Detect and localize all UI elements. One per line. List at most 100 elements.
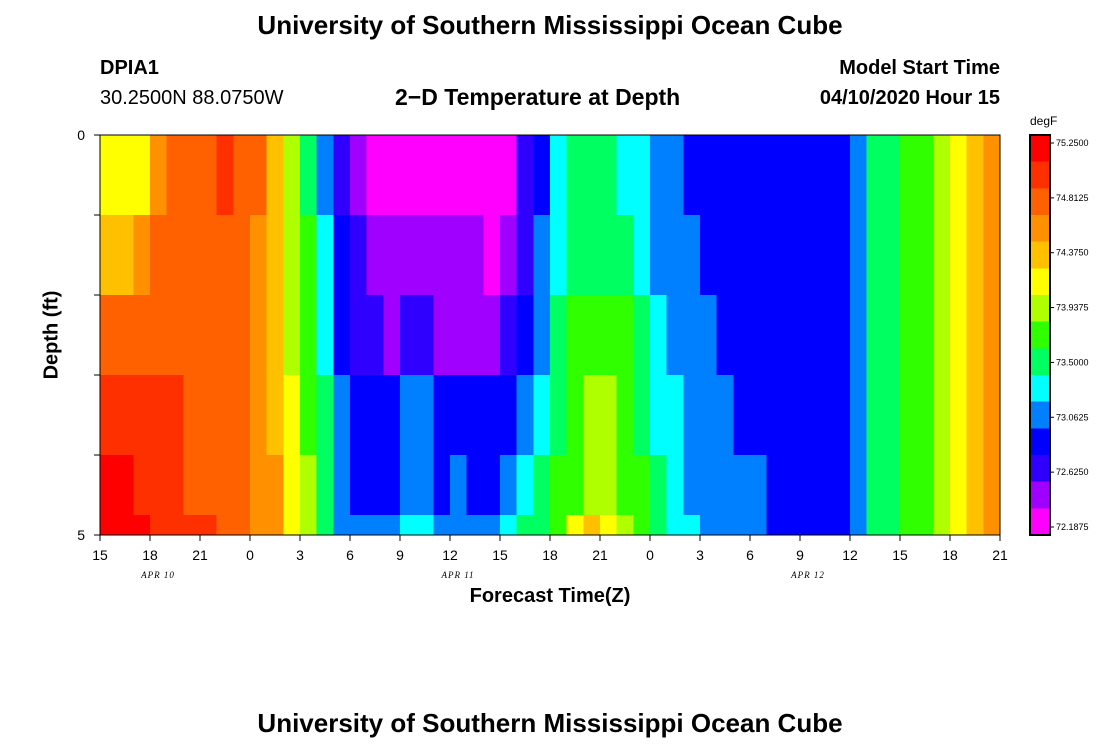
heatmap-cell (166, 135, 184, 216)
heatmap-cell (550, 215, 568, 296)
heatmap-cell (366, 295, 384, 376)
heatmap-cell (266, 515, 284, 536)
heatmap-cell (400, 375, 418, 456)
y-tick-label: 5 (77, 527, 85, 543)
heatmap-cell (750, 455, 768, 516)
heatmap-cell (616, 135, 634, 216)
colorbar-tick-label: 74.8125 (1056, 193, 1089, 203)
heatmap-cell (383, 515, 401, 536)
heatmap-cell (100, 515, 118, 536)
heatmap-cell (966, 515, 984, 536)
heatmap-cell (183, 375, 201, 456)
heatmap-cell (366, 515, 384, 536)
heatmap-cell (333, 215, 351, 296)
heatmap-cell (416, 375, 434, 456)
heatmap-cell (683, 135, 701, 216)
heatmap-cell (483, 515, 501, 536)
heatmap-cell (466, 295, 484, 376)
heatmap-cell (250, 515, 268, 536)
heatmap-cell (850, 295, 868, 376)
heatmap-cell (500, 135, 518, 216)
heatmap-cell (483, 375, 501, 456)
heatmap-cell (916, 515, 934, 536)
colorbar-segment (1030, 161, 1050, 189)
colorbar-tick-label: 73.0625 (1056, 412, 1089, 422)
heatmap-cell (983, 215, 1001, 296)
heatmap-cell (483, 135, 501, 216)
heatmap-cell (150, 295, 168, 376)
colorbar-tick-label: 74.3750 (1056, 248, 1089, 258)
x-tick-label: 18 (142, 547, 158, 563)
heatmap-cell (283, 295, 301, 376)
heatmap-cell (566, 215, 584, 296)
heatmap-cell (133, 455, 151, 516)
heatmap-cell (200, 455, 218, 516)
heatmap-cell (333, 135, 351, 216)
heatmap-cell (700, 295, 718, 376)
heatmap-cell (866, 135, 884, 216)
heatmap-cell (216, 515, 234, 536)
colorbar-segment (1030, 321, 1050, 349)
heatmap-cell (283, 135, 301, 216)
y-tick-label: 0 (77, 127, 85, 143)
heatmap-cell (433, 135, 451, 216)
heatmap-cell (350, 135, 368, 216)
heatmap-cell (983, 515, 1001, 536)
x-tick-label: 3 (696, 547, 704, 563)
heatmap-cell (966, 455, 984, 516)
heatmap-cell (516, 215, 534, 296)
heatmap-cell (700, 135, 718, 216)
heatmap-cell (400, 215, 418, 296)
colorbar-segment (1030, 481, 1050, 509)
heatmap-cell (116, 375, 134, 456)
heatmap-cell (916, 135, 934, 216)
heatmap-cell (566, 515, 584, 536)
heatmap-cell (333, 295, 351, 376)
heatmap-cell (516, 375, 534, 456)
x-date-label: APR 12 (790, 570, 825, 580)
heatmap-cell (933, 515, 951, 536)
x-axis-label: Forecast Time(Z) (469, 585, 631, 607)
heatmap-cell (650, 215, 668, 296)
heatmap-cell (133, 215, 151, 296)
heatmap-cell (350, 515, 368, 536)
heatmap-cell (816, 515, 834, 536)
heatmap-cell (133, 135, 151, 216)
heatmap-cell (250, 295, 268, 376)
x-tick-label: 0 (646, 547, 654, 563)
colorbar-segment (1030, 348, 1050, 376)
heatmap-cell (816, 135, 834, 216)
heatmap-cell (583, 375, 601, 456)
heatmap-cell (666, 135, 684, 216)
heatmap-cell (733, 515, 751, 536)
x-tick-label: 18 (942, 547, 958, 563)
heatmap-cell (700, 455, 718, 516)
heatmap-cell (266, 135, 284, 216)
colorbar-tick-label: 73.5000 (1056, 357, 1089, 367)
heatmap-cell (366, 215, 384, 296)
footer-title: University of Southern Mississippi Ocean… (257, 708, 843, 738)
heatmap-cell (200, 295, 218, 376)
heatmap-cell (616, 515, 634, 536)
heatmap-cell (433, 375, 451, 456)
colorbar-unit: degF (1030, 114, 1058, 128)
heatmap-cell (683, 295, 701, 376)
heatmap-cell (333, 515, 351, 536)
heatmap-cell (933, 215, 951, 296)
heatmap-cell (950, 375, 968, 456)
heatmap-cell (200, 215, 218, 296)
heatmap-cell (833, 515, 851, 536)
heatmap-cell (866, 295, 884, 376)
x-tick-label: 12 (842, 547, 858, 563)
heatmap-cell (233, 215, 251, 296)
heatmap-cell (516, 135, 534, 216)
heatmap-cell (633, 455, 651, 516)
heatmap-cell (300, 455, 318, 516)
heatmap-cell (950, 515, 968, 536)
heatmap-cell (916, 295, 934, 376)
heatmap-cell (433, 515, 451, 536)
heatmap-cell (383, 215, 401, 296)
x-tick-label: 15 (92, 547, 108, 563)
x-tick-label: 9 (396, 547, 404, 563)
heatmap-cell (100, 135, 118, 216)
